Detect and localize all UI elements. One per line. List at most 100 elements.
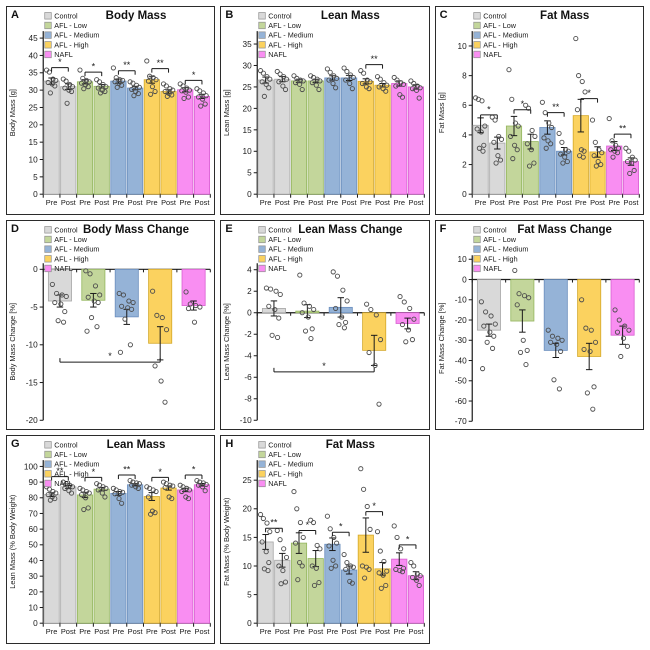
svg-text:AFL - Low: AFL - Low [54,235,87,244]
svg-text:NAFL: NAFL [269,479,288,488]
svg-text:Pre: Pre [146,626,158,635]
svg-text:10: 10 [457,42,467,51]
svg-text:30: 30 [29,86,39,95]
svg-text:**: ** [123,464,131,474]
svg-text:AFL - Medium: AFL - Medium [483,31,528,40]
svg-text:-6: -6 [245,374,253,383]
svg-text:**: ** [552,102,560,112]
svg-text:-70: -70 [454,418,466,427]
panel-title: Lean Mass Change [298,224,403,237]
panel-F-chart: 10 0 -10 -20 -30 -40 -50 -60 -70 Fat Mass Change … [437,226,640,427]
svg-text:25: 25 [29,103,39,112]
svg-text:Pre: Pre [394,626,406,635]
svg-text:AFL - High: AFL - High [54,469,88,478]
svg-text:2: 2 [462,160,467,169]
svg-text:Post: Post [195,626,211,635]
svg-text:-8: -8 [245,395,253,404]
panel-E-chart: 4 2 0 -2 -4 -6 -8 -10 Lean Mass Change [%] * Contr… [222,226,426,426]
svg-text:0: 0 [33,190,38,199]
svg-text:Pre: Pre [541,198,553,207]
svg-text:Post: Post [309,626,325,635]
panel-D-chart: 0 -5 -10 -15 -20 Body Mass Change [%] * Control… [8,226,211,426]
svg-text:Control: Control [54,440,78,449]
svg-text:**: ** [56,466,64,476]
svg-text:-15: -15 [26,379,38,388]
svg-text:10: 10 [243,147,253,156]
svg-text:AFL - High: AFL - High [269,469,303,478]
panel-letter: E [225,223,233,236]
svg-text:0: 0 [462,276,467,285]
svg-text:*: * [92,467,96,477]
panel-G: 0 10 20 30 40 50 60 70 80 90 100 Lean Mass (% Body … [6,434,216,644]
panel-F: 10 0 -10 -20 -30 -40 -50 -60 -70 Fat Mass Change … [434,220,644,430]
svg-text:0: 0 [247,619,252,628]
svg-text:2: 2 [247,287,252,296]
svg-text:Pre: Pre [179,198,191,207]
svg-text:10: 10 [243,562,253,571]
svg-text:AFL - High: AFL - High [269,255,303,264]
svg-text:AFL - High: AFL - High [54,255,88,264]
panel-title: Fat Mass [325,438,375,451]
svg-text:Post: Post [523,198,539,207]
svg-text:Post: Post [590,198,606,207]
svg-text:*: * [58,57,62,67]
svg-text:40: 40 [29,556,39,565]
svg-text:Post: Post [275,626,291,635]
svg-text:*: * [108,351,112,361]
svg-text:-30: -30 [454,337,466,346]
svg-text:35: 35 [243,40,253,49]
svg-text:0: 0 [462,190,467,199]
svg-text:100: 100 [24,462,38,471]
svg-text:Control: Control [269,226,293,235]
svg-text:Control: Control [54,11,78,20]
svg-text:AFL - High: AFL - High [54,40,88,49]
svg-text:5: 5 [247,590,252,599]
svg-text:NAFL: NAFL [269,264,288,273]
svg-text:*: * [587,88,591,98]
svg-text:Post: Post [195,198,211,207]
panel-letter: G [11,437,20,450]
panel-title: Fat Mass [540,10,590,22]
svg-text:Lean Mass Change [%]: Lean Mass Change [%] [222,303,231,380]
svg-text:AFL - Low: AFL - Low [269,21,302,30]
svg-text:NAFL: NAFL [54,50,73,59]
svg-text:90: 90 [29,478,39,487]
svg-text:50: 50 [29,540,39,549]
panel-letter: A [11,9,19,21]
svg-text:-4: -4 [245,352,253,361]
svg-text:AFL - Low: AFL - Low [269,235,302,244]
panel-letter: F [439,223,447,236]
svg-text:**: ** [619,124,627,134]
svg-text:45: 45 [29,34,39,43]
svg-text:-2: -2 [245,330,253,339]
svg-text:20: 20 [243,104,253,113]
svg-text:Post: Post [161,626,177,635]
panel-letter: D [11,223,19,236]
svg-text:Post: Post [623,198,639,207]
svg-text:*: * [92,62,96,72]
panel-title: Lean Mass [320,10,380,22]
svg-text:Control: Control [483,226,507,235]
svg-text:Post: Post [375,626,391,635]
svg-text:Control: Control [269,440,293,449]
svg-text:Pre: Pre [294,626,306,635]
svg-text:0: 0 [247,309,252,318]
svg-text:Control: Control [54,226,78,235]
svg-text:15: 15 [243,126,253,135]
svg-text:*: * [339,521,343,531]
svg-text:AFL - Low: AFL - Low [54,21,87,30]
panel-D: 0 -5 -10 -15 -20 Body Mass Change [%] * Control… [6,220,216,430]
svg-text:AFL - Low: AFL - Low [54,450,87,459]
svg-text:Post: Post [61,198,77,207]
svg-text:NAFL: NAFL [483,50,502,59]
svg-text:10: 10 [29,155,39,164]
svg-text:Lean Mass [g]: Lean Mass [g] [222,89,231,136]
svg-text:Pre: Pre [79,198,91,207]
svg-text:Pre: Pre [113,198,125,207]
svg-text:8: 8 [462,72,467,81]
svg-text:Pre: Pre [79,626,91,635]
svg-text:NAFL: NAFL [483,264,502,273]
